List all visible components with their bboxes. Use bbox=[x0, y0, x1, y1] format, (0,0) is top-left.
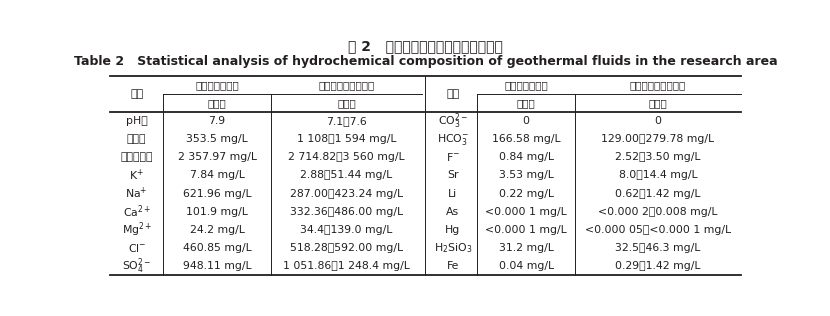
Text: Na$^{+}$: Na$^{+}$ bbox=[125, 186, 148, 201]
Text: 332.36～486.00 mg/L: 332.36～486.00 mg/L bbox=[290, 207, 403, 217]
Text: 1 108～1 594 mg/L: 1 108～1 594 mg/L bbox=[297, 134, 396, 144]
Text: Li: Li bbox=[448, 189, 457, 198]
Text: 总硬度: 总硬度 bbox=[127, 134, 146, 144]
Text: Table 2   Statistical analysis of hydrochemical composition of geothermal fluids: Table 2 Statistical analysis of hydroche… bbox=[74, 55, 777, 68]
Text: 0.84 mg/L: 0.84 mg/L bbox=[499, 152, 554, 162]
Text: 范围値: 范围値 bbox=[208, 98, 227, 108]
Text: 518.28～592.00 mg/L: 518.28～592.00 mg/L bbox=[290, 243, 403, 253]
Text: 3.53 mg/L: 3.53 mg/L bbox=[499, 170, 554, 180]
Text: <0.000 1 mg/L: <0.000 1 mg/L bbox=[486, 225, 567, 235]
Text: 2.52～3.50 mg/L: 2.52～3.50 mg/L bbox=[615, 152, 701, 162]
Text: Cl$^{-}$: Cl$^{-}$ bbox=[128, 242, 146, 254]
Text: K$^{+}$: K$^{+}$ bbox=[129, 168, 144, 183]
Text: 166.58 mg/L: 166.58 mg/L bbox=[491, 134, 560, 144]
Text: 范围値: 范围値 bbox=[648, 98, 667, 108]
Text: SO$_{4}^{2-}$: SO$_{4}^{2-}$ bbox=[122, 256, 151, 276]
Text: 460.85 mg/L: 460.85 mg/L bbox=[183, 243, 251, 253]
Text: 353.5 mg/L: 353.5 mg/L bbox=[186, 134, 248, 144]
Text: 项目: 项目 bbox=[130, 89, 144, 99]
Text: 7.1～7.6: 7.1～7.6 bbox=[326, 116, 367, 126]
Text: 621.96 mg/L: 621.96 mg/L bbox=[183, 189, 251, 198]
Text: <0.000 1 mg/L: <0.000 1 mg/L bbox=[486, 207, 567, 217]
Text: Ca$^{2+}$: Ca$^{2+}$ bbox=[123, 204, 151, 220]
Text: 34.4～139.0 mg/L: 34.4～139.0 mg/L bbox=[300, 225, 393, 235]
Text: 1 051.86～1 248.4 mg/L: 1 051.86～1 248.4 mg/L bbox=[283, 261, 410, 271]
Text: 948.11 mg/L: 948.11 mg/L bbox=[183, 261, 251, 271]
Text: As: As bbox=[447, 207, 459, 217]
Text: 0: 0 bbox=[523, 116, 530, 126]
Text: 32.5～46.3 mg/L: 32.5～46.3 mg/L bbox=[615, 243, 701, 253]
Text: 31.2 mg/L: 31.2 mg/L bbox=[499, 243, 554, 253]
Text: <0.000 05～<0.000 1 mg/L: <0.000 05～<0.000 1 mg/L bbox=[585, 225, 731, 235]
Text: 287.00～423.24 mg/L: 287.00～423.24 mg/L bbox=[290, 189, 403, 198]
Text: 项目: 项目 bbox=[447, 89, 459, 99]
Text: 2.88～51.44 mg/L: 2.88～51.44 mg/L bbox=[300, 170, 393, 180]
Text: F$^{-}$: F$^{-}$ bbox=[446, 151, 460, 163]
Text: 范围値: 范围値 bbox=[517, 98, 535, 108]
Text: 古生界碳酸盐岩热储: 古生界碳酸盐岩热储 bbox=[319, 80, 374, 90]
Text: 101.9 mg/L: 101.9 mg/L bbox=[186, 207, 248, 217]
Text: 溶解总固体: 溶解总固体 bbox=[120, 152, 153, 162]
Text: 范围値: 范围値 bbox=[337, 98, 356, 108]
Text: 0: 0 bbox=[654, 116, 662, 126]
Text: 表 2   研究区地热流体水化学成分统计: 表 2 研究区地热流体水化学成分统计 bbox=[348, 40, 503, 53]
Text: 7.9: 7.9 bbox=[208, 116, 226, 126]
Text: 0.04 mg/L: 0.04 mg/L bbox=[499, 261, 554, 271]
Text: 0.29～1.42 mg/L: 0.29～1.42 mg/L bbox=[615, 261, 701, 271]
Text: pH値: pH値 bbox=[126, 116, 148, 126]
Text: 古生界碳酸盐岩热储: 古生界碳酸盐岩热储 bbox=[630, 80, 686, 90]
Text: 24.2 mg/L: 24.2 mg/L bbox=[189, 225, 245, 235]
Text: 8.0～14.4 mg/L: 8.0～14.4 mg/L bbox=[618, 170, 697, 180]
Text: HCO$_{3}^{-}$: HCO$_{3}^{-}$ bbox=[437, 132, 469, 147]
Text: H$_{2}$SiO$_{3}$: H$_{2}$SiO$_{3}$ bbox=[433, 241, 472, 255]
Text: CO$_{3}^{2-}$: CO$_{3}^{2-}$ bbox=[437, 111, 468, 131]
Text: Fe: Fe bbox=[447, 261, 459, 271]
Text: 2 357.97 mg/L: 2 357.97 mg/L bbox=[178, 152, 256, 162]
Text: 7.84 mg/L: 7.84 mg/L bbox=[189, 170, 245, 180]
Text: <0.000 2～0.008 mg/L: <0.000 2～0.008 mg/L bbox=[598, 207, 718, 217]
Text: 新生界砂岩热储: 新生界砂岩热储 bbox=[504, 80, 548, 90]
Text: 0.22 mg/L: 0.22 mg/L bbox=[499, 189, 554, 198]
Text: Sr: Sr bbox=[447, 170, 458, 180]
Text: 2 714.82～3 560 mg/L: 2 714.82～3 560 mg/L bbox=[288, 152, 405, 162]
Text: Mg$^{2+}$: Mg$^{2+}$ bbox=[121, 221, 152, 239]
Text: Hg: Hg bbox=[445, 225, 461, 235]
Text: 新生界砂岩热储: 新生界砂岩热储 bbox=[195, 80, 239, 90]
Text: 0.62～1.42 mg/L: 0.62～1.42 mg/L bbox=[615, 189, 701, 198]
Text: 129.00～279.78 mg/L: 129.00～279.78 mg/L bbox=[601, 134, 715, 144]
